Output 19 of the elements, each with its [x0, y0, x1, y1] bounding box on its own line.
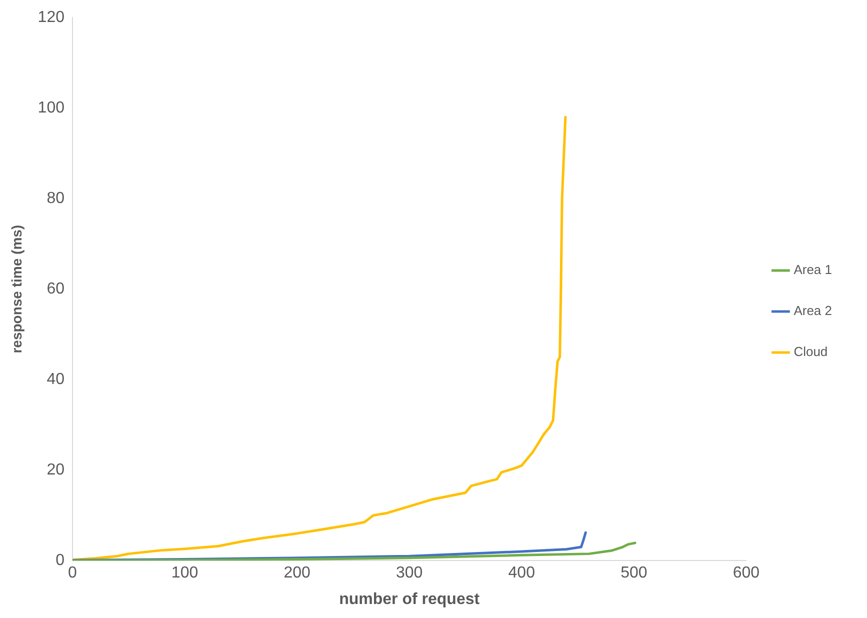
x-tick-label: 300 — [396, 564, 423, 582]
legend-label: Area 2 — [794, 303, 832, 318]
x-tick-label: 200 — [284, 564, 311, 582]
y-axis-title: response time (ms) — [8, 224, 24, 354]
y-tick-label: 0 — [56, 552, 65, 570]
x-tick-label: 100 — [171, 564, 198, 582]
x-tick-label: 0 — [68, 564, 78, 582]
x-tick-label: 500 — [620, 564, 648, 582]
legend-label: Area 1 — [794, 262, 832, 278]
y-tick-label: 20 — [46, 462, 65, 479]
y-tick-label: 60 — [46, 280, 65, 298]
y-tick-label: 120 — [38, 9, 65, 26]
y-tick-label: 100 — [38, 100, 65, 117]
y-tick-label: 40 — [46, 371, 65, 388]
x-tick-label: 600 — [732, 564, 760, 582]
y-tick-label: 80 — [46, 190, 65, 208]
x-tick-label: 400 — [508, 564, 536, 582]
legend-label: Cloud — [794, 344, 828, 360]
x-axis-title: number of request — [339, 590, 480, 608]
